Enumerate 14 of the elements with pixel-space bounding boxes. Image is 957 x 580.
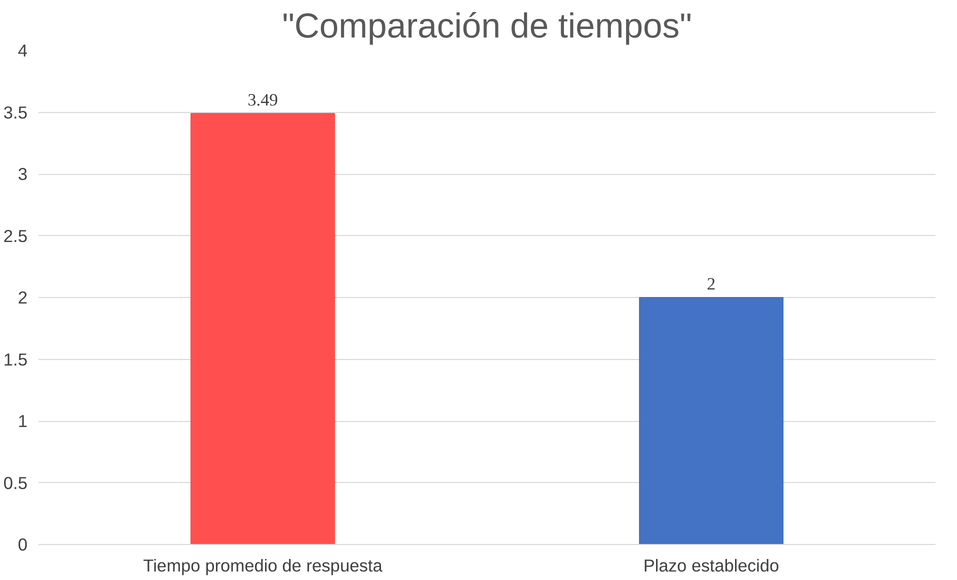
data-label: 3.49	[248, 90, 278, 110]
data-label: 2	[706, 274, 716, 294]
y-tick-label: 3.5	[3, 102, 28, 122]
y-tick-label: 0.5	[3, 472, 28, 493]
x-tick-label: Tiempo promedio de respuesta	[143, 556, 383, 576]
y-tick-label: 1.5	[3, 349, 28, 370]
x-tick-label: Plazo establecido	[643, 556, 780, 576]
y-tick-label: 4	[18, 40, 28, 60]
y-tick-label: 2	[18, 288, 28, 308]
y-tick-label: 1	[18, 411, 28, 431]
y-tick-label: 0	[18, 534, 28, 554]
y-tick-label: 3	[18, 164, 28, 184]
chart-title: "Comparación de tiempos"	[282, 8, 692, 46]
y-tick-label: 2.5	[3, 226, 28, 246]
